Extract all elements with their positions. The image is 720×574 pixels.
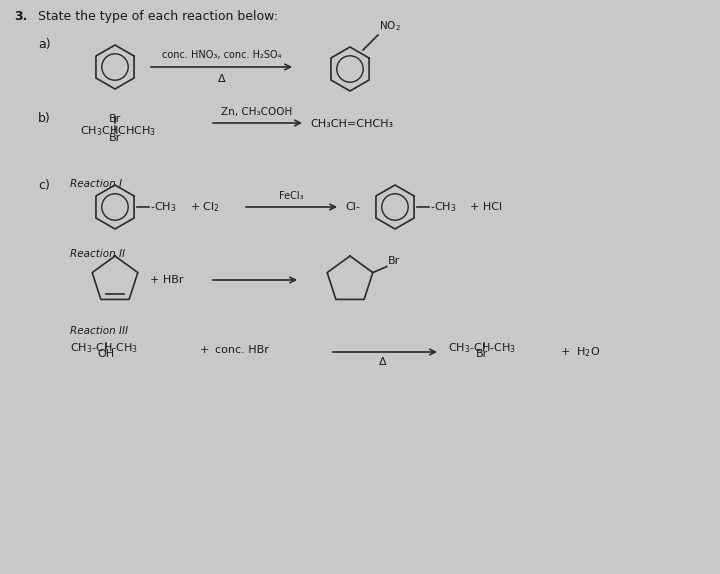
Text: Reaction II: Reaction II [70,249,125,259]
Text: Zn, CH₃COOH: Zn, CH₃COOH [221,107,292,117]
Text: Br: Br [388,255,400,266]
Text: Br: Br [476,349,488,359]
Text: Br: Br [109,133,121,143]
Text: Δ: Δ [379,357,387,367]
Text: a): a) [38,38,50,51]
Text: + HCl: + HCl [470,202,502,212]
Text: Δ: Δ [218,74,226,84]
Text: State the type of each reaction below:: State the type of each reaction below: [38,10,278,23]
Text: CH$_3$CHCHCH$_3$: CH$_3$CHCHCH$_3$ [80,124,156,138]
Text: -CH$_3$: -CH$_3$ [430,200,456,214]
Text: + Cl$_2$: + Cl$_2$ [190,200,220,214]
Text: OH: OH [97,349,114,359]
Text: NO$_2$: NO$_2$ [379,19,401,33]
Text: Reaction III: Reaction III [70,326,128,336]
Text: c): c) [38,179,50,192]
Text: conc. HNO₃, conc. H₂SO₄: conc. HNO₃, conc. H₂SO₄ [162,50,282,60]
Text: Br: Br [109,114,121,124]
Text: Cl-: Cl- [345,202,360,212]
Text: + HBr: + HBr [150,275,184,285]
Text: Reaction I: Reaction I [70,179,122,189]
Text: CH$_3$-CH-CH$_3$: CH$_3$-CH-CH$_3$ [448,341,516,355]
Text: 3.: 3. [14,10,27,23]
Text: b): b) [38,112,50,125]
Text: +  H$_2$O: + H$_2$O [560,345,600,359]
Text: CH$_3$-CH-CH$_3$: CH$_3$-CH-CH$_3$ [70,341,138,355]
Text: -CH$_3$: -CH$_3$ [150,200,176,214]
Text: +: + [200,345,210,355]
Text: conc. HBr: conc. HBr [215,345,269,355]
Text: CH₃CH=CHCH₃: CH₃CH=CHCH₃ [310,119,393,129]
Text: FeCl₃: FeCl₃ [279,191,303,201]
